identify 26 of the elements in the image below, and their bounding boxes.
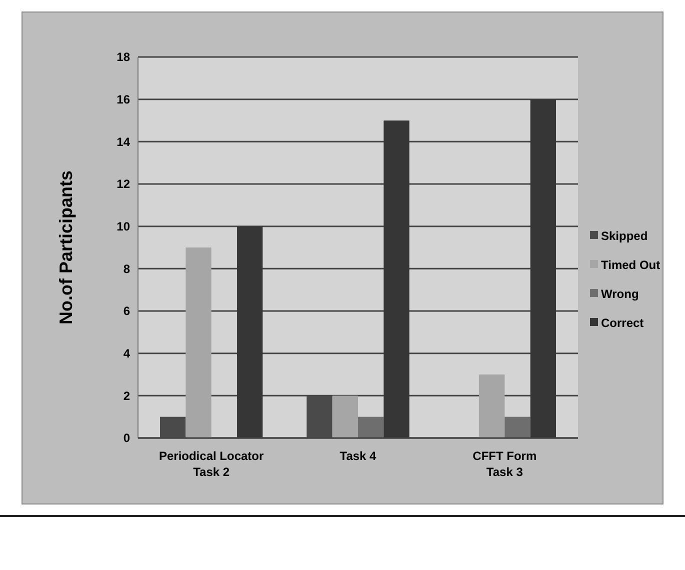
x-tick-label: CFFT Form Task 3 [472, 449, 537, 479]
y-tick-label: 10 [116, 220, 130, 234]
y-tick-label: 14 [116, 134, 130, 149]
bar [479, 374, 505, 438]
bar [186, 248, 212, 438]
y-tick-label: 6 [123, 304, 130, 318]
x-tick-label: Periodical Locator Task 2 [158, 449, 264, 479]
x-tick-label: Task 4 [340, 449, 377, 463]
bar [358, 416, 384, 438]
bar [504, 416, 530, 438]
legend-label: Correct [601, 316, 644, 330]
bar [384, 120, 410, 438]
bar [332, 396, 358, 438]
legend-label: Timed Out [601, 258, 660, 272]
y-axis-title: No.of Participants [56, 170, 76, 325]
y-tick-label: 18 [116, 50, 130, 64]
y-tick-label: 12 [116, 177, 130, 192]
y-tick-label: 0 [123, 431, 130, 446]
bar [530, 99, 556, 438]
legend-label: Skipped [601, 229, 648, 244]
y-tick-label: 4 [123, 346, 130, 361]
bar [237, 226, 263, 438]
y-tick-label: 8 [123, 262, 130, 276]
y-tick-label: 16 [116, 92, 130, 107]
y-tick-label: 2 [123, 388, 130, 403]
legend-label: Wrong [601, 287, 639, 302]
